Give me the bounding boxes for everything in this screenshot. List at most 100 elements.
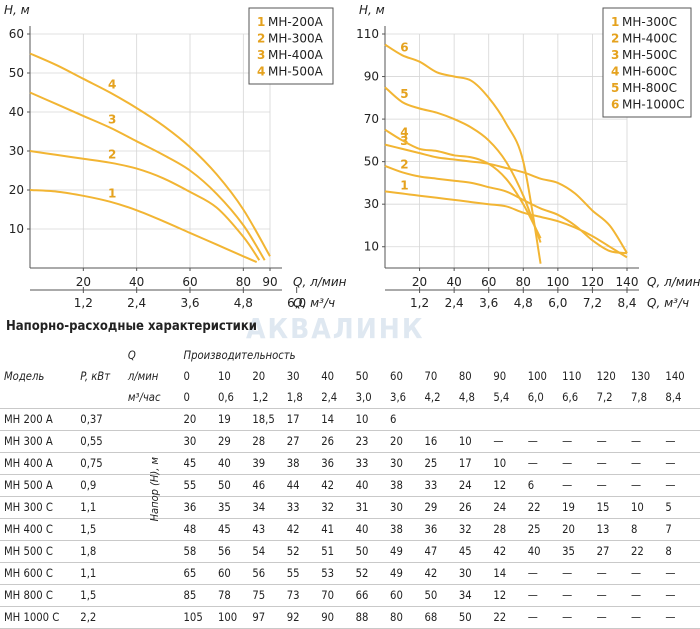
header-lmin-value: 90 — [493, 370, 507, 383]
row-value: 78 — [217, 584, 253, 607]
row-value: 42 — [321, 474, 356, 497]
row-model: МН 400 А — [0, 452, 77, 475]
x-tick-label: 80 — [516, 275, 531, 289]
legend-box — [248, 7, 334, 85]
y-tick-label: 70 — [364, 112, 379, 126]
row-value: 14 — [493, 562, 528, 585]
row-value: 52 — [286, 540, 322, 563]
row-value: 50 — [355, 540, 391, 563]
row-value: 42 — [424, 562, 459, 585]
row-value — [631, 408, 666, 431]
y-axis-label: H, м — [359, 3, 385, 17]
curve-label-1: 1 — [400, 179, 408, 193]
row-value: 10 — [631, 496, 666, 519]
row-value: 55 — [183, 474, 218, 497]
x-tick-label: 20 — [76, 275, 91, 289]
row-head-label-cell — [127, 430, 184, 453]
row-value: — — [596, 474, 631, 497]
row-value: — — [665, 452, 700, 475]
curve-4 — [29, 52, 271, 257]
x-axis-label: Q, л/мин — [293, 275, 347, 289]
row-value: 50 — [217, 474, 253, 497]
curve-1 — [29, 189, 258, 264]
legend-label: МН-300А — [268, 32, 324, 46]
row-value: 53 — [321, 562, 356, 585]
x2-tick-label: 2,4 — [127, 296, 146, 310]
header-lmin-value: 10 — [217, 370, 231, 383]
row-value: — — [631, 474, 666, 497]
curve-label-5: 5 — [400, 87, 408, 101]
row-value: 15 — [596, 496, 631, 519]
row-head-label-cell: Напор (H), м — [127, 457, 184, 521]
table-row: МН 1000 С 2,2 105 100 97 92 90 88 80 68 50 22— — — — — — [0, 606, 700, 629]
x-tick-label: 100 — [546, 275, 569, 289]
x2-tick-label: 1,2 — [74, 296, 93, 310]
legend-number: 5 — [611, 81, 619, 95]
row-value: — — [631, 562, 666, 585]
row-power: 0,9 — [76, 474, 128, 497]
legend-label: МН-200А — [268, 15, 324, 29]
row-value: — — [562, 430, 597, 453]
x2-tick-label: 1,2 — [410, 296, 429, 310]
row-value: 5 — [665, 496, 700, 519]
row-value: 75 — [252, 584, 287, 607]
row-value: 33 — [424, 474, 459, 497]
header-empty — [0, 345, 76, 366]
row-value: — — [562, 584, 597, 607]
row-value: 29 — [424, 496, 459, 519]
header-m3h-value: 2,4 — [321, 387, 356, 409]
legend-label: МН-400А — [268, 48, 324, 62]
header-m3h-value: 7,8 — [631, 387, 666, 409]
legend-number: 4 — [257, 65, 265, 79]
curve-1 — [384, 190, 628, 259]
row-value: 10 — [458, 430, 494, 453]
row-value: 36 — [321, 452, 356, 475]
row-value: 51 — [321, 540, 356, 563]
row-power: 0,75 — [76, 452, 128, 475]
row-model: МН 500 А — [0, 474, 77, 497]
row-value: — — [665, 562, 700, 585]
x-tick-label: 140 — [616, 275, 639, 289]
row-value: 42 — [286, 518, 322, 541]
performance-table: Q Производительность Модель P, кВт л/мин 0 10 2… — [0, 345, 700, 629]
row-value: 44 — [286, 474, 322, 497]
row-value: 14 — [321, 408, 356, 431]
row-value: 26 — [321, 430, 356, 453]
row-head-label-cell — [127, 518, 184, 541]
row-power: 1,8 — [76, 540, 128, 563]
curve-label-3: 3 — [108, 113, 116, 127]
curve-3 — [29, 91, 266, 261]
header-lmin-value: 0 — [183, 370, 190, 383]
legend-number: 3 — [611, 48, 619, 62]
row-value: — — [527, 452, 563, 475]
row-value: 66 — [355, 584, 391, 607]
legend-number: 2 — [611, 32, 619, 46]
header-power: P, кВт — [80, 370, 111, 383]
curve-label-6: 6 — [400, 40, 408, 54]
legend-box — [602, 7, 692, 118]
row-value: 27 — [286, 430, 322, 453]
row-model: МН 200 А — [0, 408, 77, 431]
header-m3h-value: 6,0 — [527, 387, 563, 409]
x2-axis-label: Q, м³/ч — [647, 296, 689, 310]
row-value: 19 — [562, 496, 597, 519]
row-value: 47 — [424, 540, 459, 563]
row-value: 97 — [252, 606, 287, 629]
x2-tick-label: 2,4 — [445, 296, 464, 310]
table-row: МН 500 А 0,9 Напор (H), м 55 50 46 44 42 40 38 33 2… — [0, 457, 700, 521]
row-head-label-cell — [127, 496, 184, 519]
header-lmin-value: 100 — [527, 370, 547, 383]
row-value — [665, 408, 700, 431]
table-row: МН 800 С 1,5 85 78 75 73 70 66 60 50 34 12— — — — — — [0, 584, 700, 607]
row-value: 33 — [286, 496, 322, 519]
row-value: 46 — [252, 474, 287, 497]
row-value: 40 — [355, 474, 391, 497]
row-head-label-cell — [127, 540, 184, 563]
x2-axis-label: Q, м³/ч — [293, 296, 335, 310]
row-value: 28 — [252, 430, 287, 453]
legend-number: 1 — [257, 15, 265, 29]
row-value: 10 — [355, 408, 391, 431]
header-model: Модель — [4, 370, 45, 383]
header-lmin-value: 70 — [424, 370, 438, 383]
